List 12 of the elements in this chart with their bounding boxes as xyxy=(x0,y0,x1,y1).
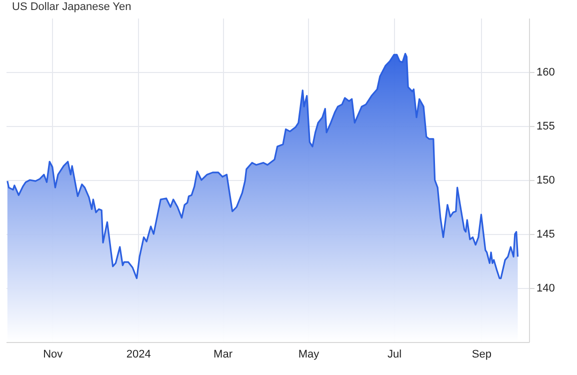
x-tick-label: Mar xyxy=(214,348,233,360)
x-tick-label: Nov xyxy=(43,348,64,360)
y-tick-label: 160 xyxy=(536,66,555,78)
x-tick-label: Jul xyxy=(388,348,402,360)
y-tick-label: 150 xyxy=(536,174,555,186)
y-tick-label: 155 xyxy=(536,120,555,132)
x-tick-label: May xyxy=(298,348,320,360)
x-tick-label: 2024 xyxy=(126,348,151,360)
y-tick-label: 145 xyxy=(536,228,555,240)
x-tick-label: Sep xyxy=(472,348,492,360)
chart-title: US Dollar Japanese Yen xyxy=(12,1,132,13)
y-tick-label: 140 xyxy=(536,282,555,294)
